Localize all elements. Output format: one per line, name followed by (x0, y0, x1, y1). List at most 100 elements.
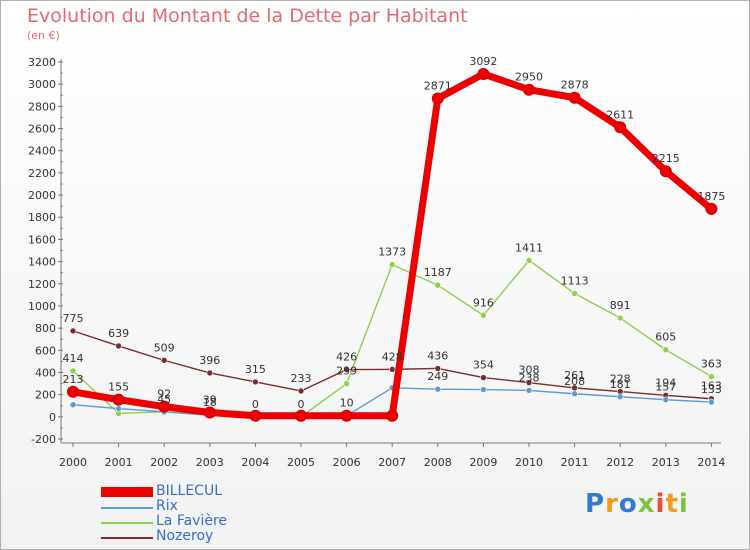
legend-label: BILLECUL (156, 483, 223, 499)
data-point (343, 380, 350, 387)
data-label: 299 (336, 365, 357, 378)
proxiti-logo: Proxiti (585, 489, 689, 519)
legend-swatch (101, 487, 153, 497)
logo-letter: i (678, 489, 689, 519)
data-label: 1113 (561, 274, 589, 287)
data-label: 426 (336, 351, 357, 364)
data-point (388, 366, 396, 373)
data-label: 261 (564, 369, 585, 382)
y-tick-label: 1200 (28, 278, 56, 291)
y-tick-label: 1000 (28, 300, 56, 313)
data-point (614, 121, 627, 134)
data-label: 2871 (424, 79, 452, 92)
data-label: 1187 (424, 266, 452, 279)
data-label: 238 (519, 371, 540, 384)
data-point (386, 409, 399, 422)
data-label: 181 (610, 378, 631, 391)
legend-label: Rix (156, 498, 178, 514)
data-point (203, 406, 216, 419)
data-point (297, 387, 305, 395)
x-tick-label: 2002 (150, 456, 178, 469)
logo-letter: x (637, 489, 656, 519)
y-tick-label: 0 (49, 411, 56, 424)
data-point (571, 290, 578, 297)
y-tick-label: 3200 (28, 56, 56, 69)
x-tick-label: 2014 (697, 456, 725, 469)
legend-label: La Favière (156, 513, 228, 529)
data-point (69, 327, 77, 335)
data-label: 133 (701, 383, 722, 396)
data-label: 1411 (515, 241, 543, 254)
data-label: 39 (203, 393, 217, 406)
data-label: 3092 (469, 55, 497, 68)
y-tick-label: 2000 (28, 189, 56, 202)
data-label: 315 (245, 363, 266, 376)
data-label: 414 (63, 352, 84, 365)
data-point (568, 91, 581, 104)
y-tick-label: 2200 (28, 167, 56, 180)
data-point (571, 390, 578, 398)
data-label: 396 (199, 354, 220, 367)
data-point (616, 393, 624, 401)
data-point (160, 357, 168, 364)
y-tick-label: 2800 (28, 100, 56, 113)
data-label: 155 (108, 381, 129, 394)
data-point (480, 374, 487, 381)
y-tick-label: 400 (35, 366, 56, 379)
data-label: 1373 (378, 246, 406, 259)
data-point (343, 366, 350, 373)
data-label: 0 (252, 398, 259, 411)
data-label: 509 (154, 341, 175, 354)
data-point (662, 346, 670, 354)
data-point (705, 202, 718, 215)
x-tick-label: 2005 (287, 456, 315, 469)
data-point (434, 365, 442, 372)
legend-swatch (101, 522, 153, 524)
data-label: 228 (610, 373, 631, 386)
logo-letter: o (618, 489, 638, 519)
data-point (616, 314, 624, 322)
data-point (480, 311, 487, 319)
data-point (662, 396, 670, 404)
legend-swatch (101, 507, 153, 509)
data-point (480, 386, 487, 393)
legend-label: Nozeroy (156, 528, 214, 544)
data-point (434, 281, 442, 289)
data-point (158, 400, 171, 413)
x-tick-label: 2011 (561, 456, 589, 469)
data-point (249, 409, 262, 422)
y-tick-label: 2400 (28, 145, 56, 158)
data-point (388, 261, 396, 268)
logo-letter: i (655, 489, 666, 519)
x-tick-label: 2000 (59, 456, 87, 469)
data-label: 157 (655, 381, 676, 394)
data-point (69, 401, 77, 409)
chart-title: Evolution du Montant de la Dette par Hab… (27, 5, 468, 27)
data-label: 308 (519, 364, 540, 377)
data-label: 0 (298, 398, 305, 411)
data-label: 2878 (561, 79, 589, 92)
data-label: 2215 (652, 152, 680, 165)
data-label: 2611 (606, 108, 634, 121)
y-tick-label: 3000 (28, 78, 56, 91)
y-tick-label: 600 (35, 344, 56, 357)
data-label: 45 (157, 393, 171, 406)
data-label: 208 (564, 375, 585, 388)
x-tick-label: 2001 (105, 456, 133, 469)
data-point (67, 385, 79, 398)
data-point (112, 393, 125, 406)
data-point (477, 67, 490, 80)
logo-letter: t (665, 489, 679, 519)
data-label: 428 (382, 350, 403, 363)
data-label: 233 (291, 372, 312, 385)
data-point (206, 369, 214, 377)
data-label: 354 (473, 359, 494, 372)
data-label: 363 (701, 358, 722, 371)
y-tick-label: 1800 (28, 211, 56, 224)
data-point (69, 367, 77, 375)
data-label: 163 (701, 380, 722, 393)
data-label: 194 (655, 376, 676, 389)
x-tick-label: 2006 (333, 456, 361, 469)
data-label: 1875 (697, 190, 725, 203)
x-tick-label: 2012 (606, 456, 634, 469)
